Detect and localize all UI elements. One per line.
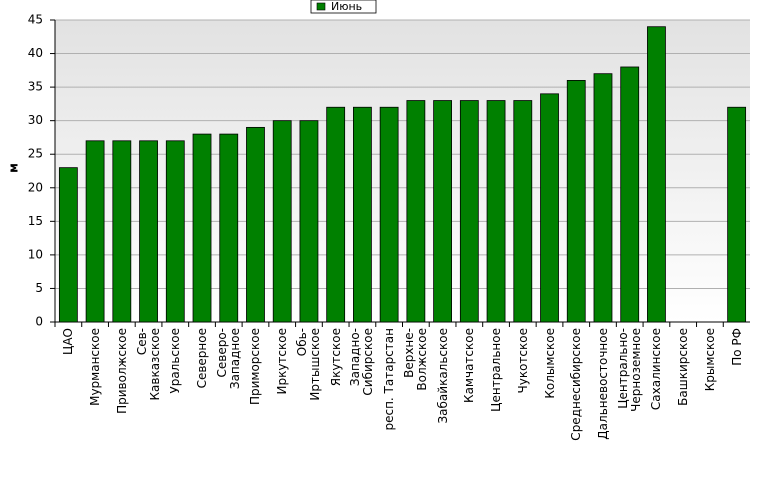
y-tick-label: 0 <box>35 315 43 329</box>
bar <box>192 133 212 323</box>
x-tick-label: Уральское <box>167 328 182 394</box>
bar <box>593 73 613 323</box>
bar <box>165 140 185 323</box>
y-tick-label: 30 <box>28 113 43 127</box>
bar <box>112 140 132 323</box>
y-tick-label: 35 <box>28 80 43 94</box>
x-tick-label: Крымское <box>702 328 717 392</box>
legend-box <box>310 0 377 14</box>
x-tick-label: По РФ <box>729 328 744 366</box>
y-tick-label: 10 <box>28 247 43 261</box>
x-tick-label: Среднесибирское <box>568 328 583 441</box>
bar <box>246 126 265 323</box>
bar <box>219 133 239 323</box>
bar <box>486 100 506 323</box>
bar <box>58 167 78 323</box>
y-tick-label: 45 <box>28 13 43 27</box>
bar <box>647 26 666 323</box>
legend-label: Июнь <box>331 0 362 13</box>
bar <box>513 100 533 323</box>
x-tick-label: ЦАО <box>60 328 75 355</box>
x-tick-label: Иркутское <box>274 328 289 395</box>
y-tick-label: 25 <box>28 147 43 161</box>
bar <box>139 140 158 323</box>
x-tick-label: Сахалинское <box>648 328 663 411</box>
x-tick-label: Приморское <box>247 328 262 406</box>
x-tick-label: Обь- Иртышское <box>294 328 322 401</box>
bar <box>353 106 372 323</box>
bar <box>620 66 640 323</box>
bar <box>459 100 479 323</box>
bar <box>540 93 559 323</box>
bar <box>85 140 105 323</box>
x-tick-label: Верхне- Волжское <box>401 328 429 391</box>
x-tick-label: Северное <box>194 328 209 389</box>
bar <box>566 80 586 323</box>
x-tick-label: Чукотское <box>515 328 530 394</box>
x-tick-label: Дальневосточное <box>595 328 610 440</box>
bar <box>379 106 399 323</box>
x-tick-label: Западно- Сибирское <box>348 328 376 396</box>
bar <box>299 120 319 323</box>
bar <box>433 100 452 323</box>
y-axis-label: м <box>7 163 21 173</box>
y-tick-label: 40 <box>28 46 43 60</box>
bar <box>272 120 292 323</box>
y-tick-label: 5 <box>35 281 43 295</box>
legend-swatch <box>316 2 326 11</box>
y-tick-label: 20 <box>28 180 43 194</box>
bar <box>326 106 346 323</box>
bar <box>727 106 747 323</box>
x-tick-label: Приволжское <box>114 328 129 414</box>
y-tick-label: 15 <box>28 214 43 228</box>
x-tick-label: Камчатское <box>461 328 476 403</box>
plot-area <box>55 20 750 322</box>
bar <box>406 100 426 323</box>
x-tick-label: респ. Татарстан <box>381 328 396 431</box>
x-tick-label: Мурманское <box>87 328 102 406</box>
x-tick-label: Центральное <box>488 328 503 412</box>
x-tick-label: Башкирское <box>675 328 690 406</box>
